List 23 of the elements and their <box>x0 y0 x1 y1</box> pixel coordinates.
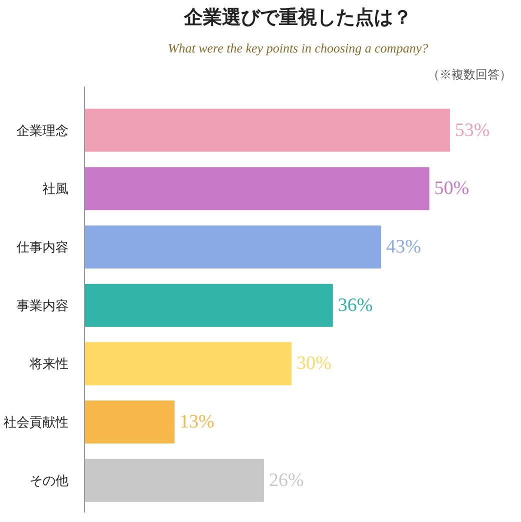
text: （※複数回答） <box>428 68 512 82</box>
bar <box>84 167 430 210</box>
chart-subtitle: What were the key points in choosing a company? <box>168 40 429 56</box>
y-tick-label: 社風 <box>42 181 68 196</box>
bar <box>84 108 450 152</box>
y-tick-label: その他 <box>30 472 68 488</box>
chart-title: 企業選びで重視した点は？ <box>183 6 412 28</box>
bar <box>84 225 382 268</box>
data-label: 53% <box>454 120 490 141</box>
y-tick-label: 事業内容 <box>16 298 68 313</box>
y-tick-label: 将来性 <box>28 356 68 372</box>
data-label: 30% <box>296 353 332 374</box>
y-tick-label: 企業理念 <box>16 122 68 138</box>
bar <box>84 342 292 386</box>
data-label: 36% <box>338 294 373 316</box>
data-label: 43% <box>386 236 422 258</box>
data-label: 50% <box>434 178 470 200</box>
bar <box>84 284 333 327</box>
y-tick-label: 仕事内容 <box>16 239 68 254</box>
bar <box>84 458 264 502</box>
bar <box>84 400 175 444</box>
y-tick-label: 社会貢献性 <box>4 414 68 430</box>
data-label: 13% <box>179 412 214 433</box>
